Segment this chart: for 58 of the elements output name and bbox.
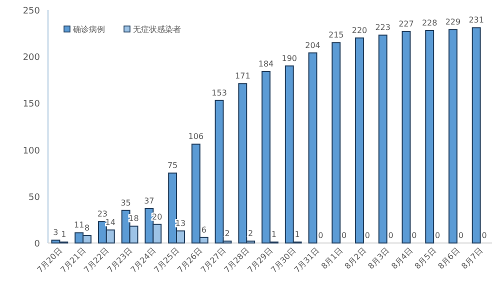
bar — [425, 30, 434, 244]
data-label: 0 — [364, 231, 370, 240]
data-label: 14 — [105, 218, 116, 227]
x-tick-label: 8月2日 — [343, 246, 368, 271]
data-label: 0 — [482, 231, 487, 240]
x-tick-label: 8月4日 — [390, 246, 415, 271]
bar — [402, 30, 411, 244]
bar — [378, 34, 388, 244]
data-label: 6 — [201, 225, 206, 234]
data-label: 3 — [53, 228, 58, 238]
legend-label: 确诊病例 — [72, 25, 105, 34]
bar — [472, 27, 481, 244]
data-label: 11 — [74, 220, 84, 230]
data-label: 1 — [271, 230, 277, 240]
data-label: 0 — [435, 231, 440, 240]
data-label: 228 — [422, 18, 438, 28]
data-label: 8 — [84, 224, 90, 233]
bar — [332, 42, 341, 244]
data-label: 204 — [305, 40, 320, 50]
data-label: 171 — [235, 72, 250, 81]
data-label: 75 — [167, 161, 178, 170]
y-tick-label: 0 — [34, 240, 40, 250]
data-label: 223 — [375, 23, 391, 32]
data-label: 153 — [212, 88, 227, 98]
data-label: 23 — [97, 210, 108, 219]
x-tick-label: 8月7日 — [460, 246, 485, 271]
data-label: 1 — [61, 230, 66, 240]
data-label: 2 — [224, 229, 230, 238]
y-tick-label: 250 — [22, 6, 40, 16]
y-tick-label: 150 — [22, 100, 40, 110]
data-label: 0 — [342, 231, 347, 240]
data-label: 190 — [282, 54, 298, 63]
data-label: 184 — [258, 60, 274, 69]
data-label: 1 — [294, 230, 300, 240]
data-label: 0 — [412, 231, 417, 240]
data-label: 220 — [352, 26, 368, 35]
x-tick-label: 8月1日 — [320, 246, 345, 271]
x-tick-label: 8月5日 — [413, 246, 438, 271]
bar — [448, 29, 458, 244]
data-label: 106 — [188, 132, 204, 142]
bar — [308, 52, 318, 244]
y-tick-label: 100 — [22, 146, 40, 156]
x-tick-label: 8月3日 — [366, 246, 392, 271]
data-label: 229 — [445, 18, 461, 27]
y-tick-label: 50 — [28, 192, 40, 203]
data-label: 0 — [388, 231, 394, 240]
legend-label: 无症状感染者 — [133, 25, 181, 34]
data-label: 227 — [398, 19, 414, 28]
bar — [355, 37, 364, 244]
data-label: 215 — [328, 30, 344, 40]
data-label: 35 — [120, 198, 131, 208]
data-label: 0 — [458, 231, 464, 240]
data-label: 0 — [318, 231, 324, 240]
data-label: 37 — [144, 196, 154, 206]
y-tick-label: 200 — [22, 53, 40, 64]
data-label: 2 — [248, 229, 254, 238]
x-tick-label: 8月6日 — [436, 246, 462, 271]
data-label: 231 — [468, 16, 484, 25]
